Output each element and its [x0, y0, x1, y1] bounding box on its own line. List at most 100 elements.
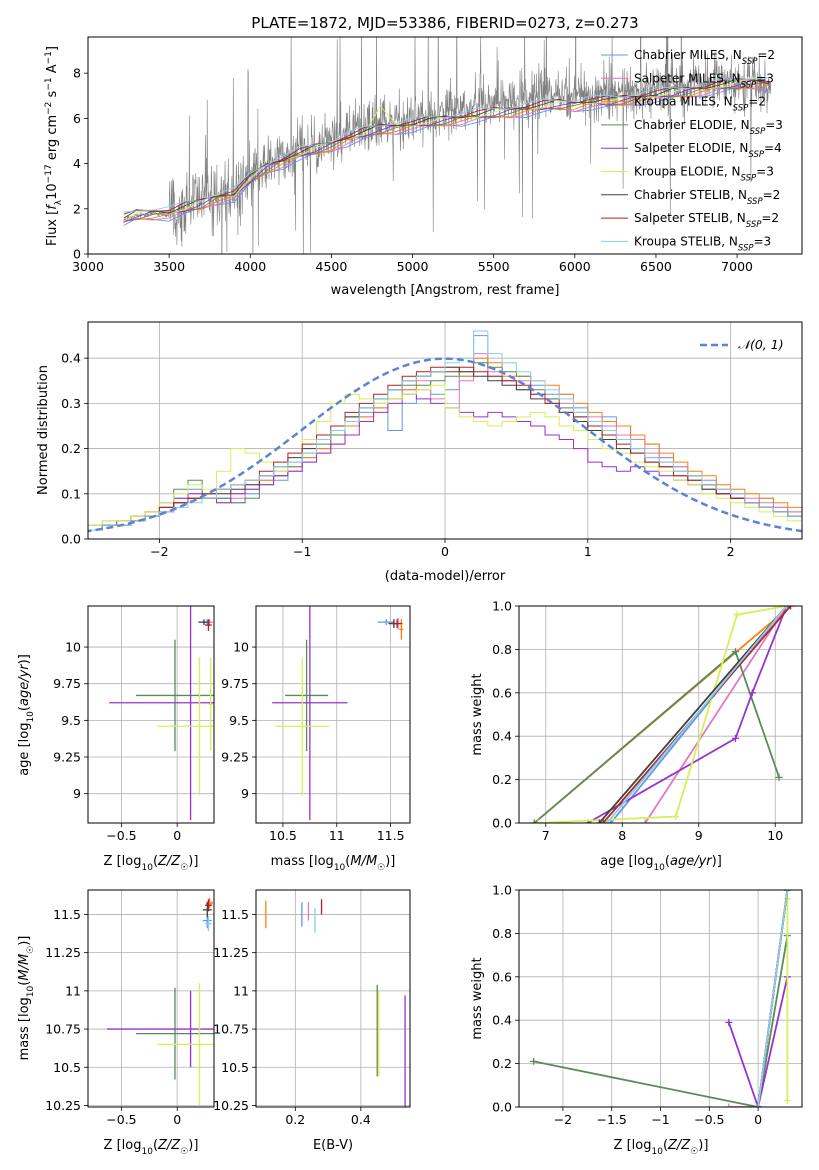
model-line-0 [123, 86, 770, 226]
y-tick-label: 10.25 [213, 1098, 249, 1113]
plus-marker [754, 1103, 762, 1107]
spectrum-plot [123, 37, 772, 254]
cumulative-line-1 [644, 606, 788, 823]
errorbar-point [399, 619, 404, 640]
residuals-axes [88, 322, 802, 540]
x-tick-label: 1 [584, 544, 592, 559]
axes-frame [518, 605, 803, 824]
mass-vs-Z-axes [88, 890, 214, 1107]
model-line-8 [123, 77, 770, 213]
y-tick-label: 0.1 [61, 486, 81, 501]
age-vs-Z-frame: −0.5 0 9 9.25 9.5 9.75 10 [53, 605, 215, 843]
mass-vs-Z-frame: −0.5 0 10.25 10.5 10.75 11 11.25 11.5 [45, 889, 215, 1127]
plus-marker [530, 1057, 538, 1065]
y-tick-label: 11.5 [53, 907, 81, 922]
errorbar-point [135, 987, 214, 1080]
observed-spectrum-line [123, 37, 772, 254]
x-tick-label: 0.2 [285, 1112, 305, 1127]
model-line-6 [123, 78, 770, 219]
plus-marker [725, 1103, 733, 1107]
x-tick-label: −1.5 [597, 1112, 627, 1127]
y-tick-label: 1.0 [492, 599, 512, 614]
y-tick-label: 10 [65, 640, 81, 655]
y-tick-label: 11 [65, 983, 81, 998]
errorbar-point [135, 639, 214, 752]
y-tick-label: 0.0 [492, 1100, 512, 1115]
x-tick-label: 11.5 [377, 828, 405, 843]
y-tick-label: 6 [73, 111, 81, 126]
x-tick-label: −0.5 [106, 1112, 136, 1127]
y-tick-label: 11.5 [221, 907, 249, 922]
y-tick-label: 9.5 [61, 713, 81, 728]
errorbar-point [377, 619, 395, 626]
x-tick-label: 5000 [397, 259, 429, 274]
plus-marker [783, 890, 791, 894]
plus-marker [603, 819, 611, 823]
y-tick-label: 9 [241, 786, 249, 801]
age-vs-mass-frame: 10.5 11 11.5 9 9.25 9.5 9.75 10 [221, 605, 411, 843]
y-tick-label: 2 [73, 201, 81, 216]
x-tick-label: 3000 [72, 259, 104, 274]
age-vs-Z-plot [109, 606, 214, 821]
x-tick-label: 9 [695, 828, 703, 843]
plus-marker [534, 819, 542, 823]
y-tick-label: 9.25 [221, 750, 249, 765]
y-tick-label: 0.6 [492, 969, 512, 984]
y-tick-label: 0.2 [492, 1056, 512, 1071]
plus-marker [748, 689, 756, 697]
plus-marker [783, 1096, 791, 1104]
y-tick-label: 4 [73, 156, 81, 171]
x-axis-label: Z [log10(Z/Z☉)] [104, 854, 199, 873]
errorbar-point [157, 657, 214, 796]
x-tick-label: 3500 [153, 259, 185, 274]
y-axis-label: Flux [fλ10−17 erg cm−2 s−1 A−1] [44, 46, 64, 246]
x-tick-label: −2 [554, 1112, 572, 1127]
y-tick-label: 11.25 [45, 945, 81, 960]
y-tick-label: 10.75 [45, 1022, 81, 1037]
legend-label: Chabrier ELODIE, NSSP=3 [634, 118, 783, 137]
errorbar-point [391, 619, 403, 628]
y-axis-label: mass weight [470, 673, 485, 755]
plus-marker [595, 819, 603, 823]
y-tick-label: 9.5 [229, 713, 249, 728]
y-axis-label: age [log10(age/yr)] [17, 654, 36, 776]
errorbar-point [157, 983, 214, 1106]
axes-frame [87, 889, 215, 1108]
age-vs-mass-plot [272, 606, 404, 821]
normal-curve-line [88, 357, 802, 533]
mass-weight-vs-Z-plot [530, 890, 791, 1107]
x-tick-label: 8 [618, 828, 626, 843]
errorbar-point [106, 990, 214, 1068]
y-tick-label: 11 [233, 983, 249, 998]
histogram-step-8 [88, 330, 802, 539]
mass-vs-Z-plot [106, 897, 214, 1106]
x-tick-label: 7000 [721, 259, 753, 274]
errorbar-point [208, 657, 213, 752]
x-axis-label: wavelength [Angstrom, rest frame] [331, 283, 560, 298]
errorbar-point [205, 899, 212, 912]
errorbar-point [109, 606, 214, 821]
plus-marker [672, 812, 680, 820]
legend: Chabrier MILES, NSSP=2 Salpeter MILES, NS… [601, 48, 783, 253]
x-tick-label: 0 [173, 1112, 181, 1127]
x-tick-label: 6000 [559, 259, 591, 274]
x-tick-label: 10 [767, 828, 783, 843]
errorbar-point [275, 657, 330, 796]
legend-label: Kroupa STELIB, NSSP=3 [634, 234, 771, 253]
y-tick-label: 0.2 [61, 441, 81, 456]
axes-frame [87, 605, 215, 824]
mass-weight-vs-Z-frame: −2 −1.5 −1 −0.5 0 0.0 0.2 0.4 0.6 0.8 1.0 [492, 883, 803, 1127]
mass-weight-vs-Z-axes [519, 889, 802, 1108]
axes-frame [255, 605, 411, 824]
y-tick-label: 0.3 [61, 396, 81, 411]
y-tick-label: 9.75 [221, 676, 249, 691]
axes-frame [87, 36, 803, 255]
plus-marker [731, 734, 739, 742]
y-axis-label: Normed distribution [36, 365, 51, 495]
cumulative-line-4 [587, 606, 788, 823]
mass-vs-EBV-plot [265, 899, 406, 1107]
cumulative-line-3 [533, 935, 789, 1107]
y-tick-label: 10 [233, 640, 249, 655]
age-vs-mass-axes [256, 606, 410, 823]
